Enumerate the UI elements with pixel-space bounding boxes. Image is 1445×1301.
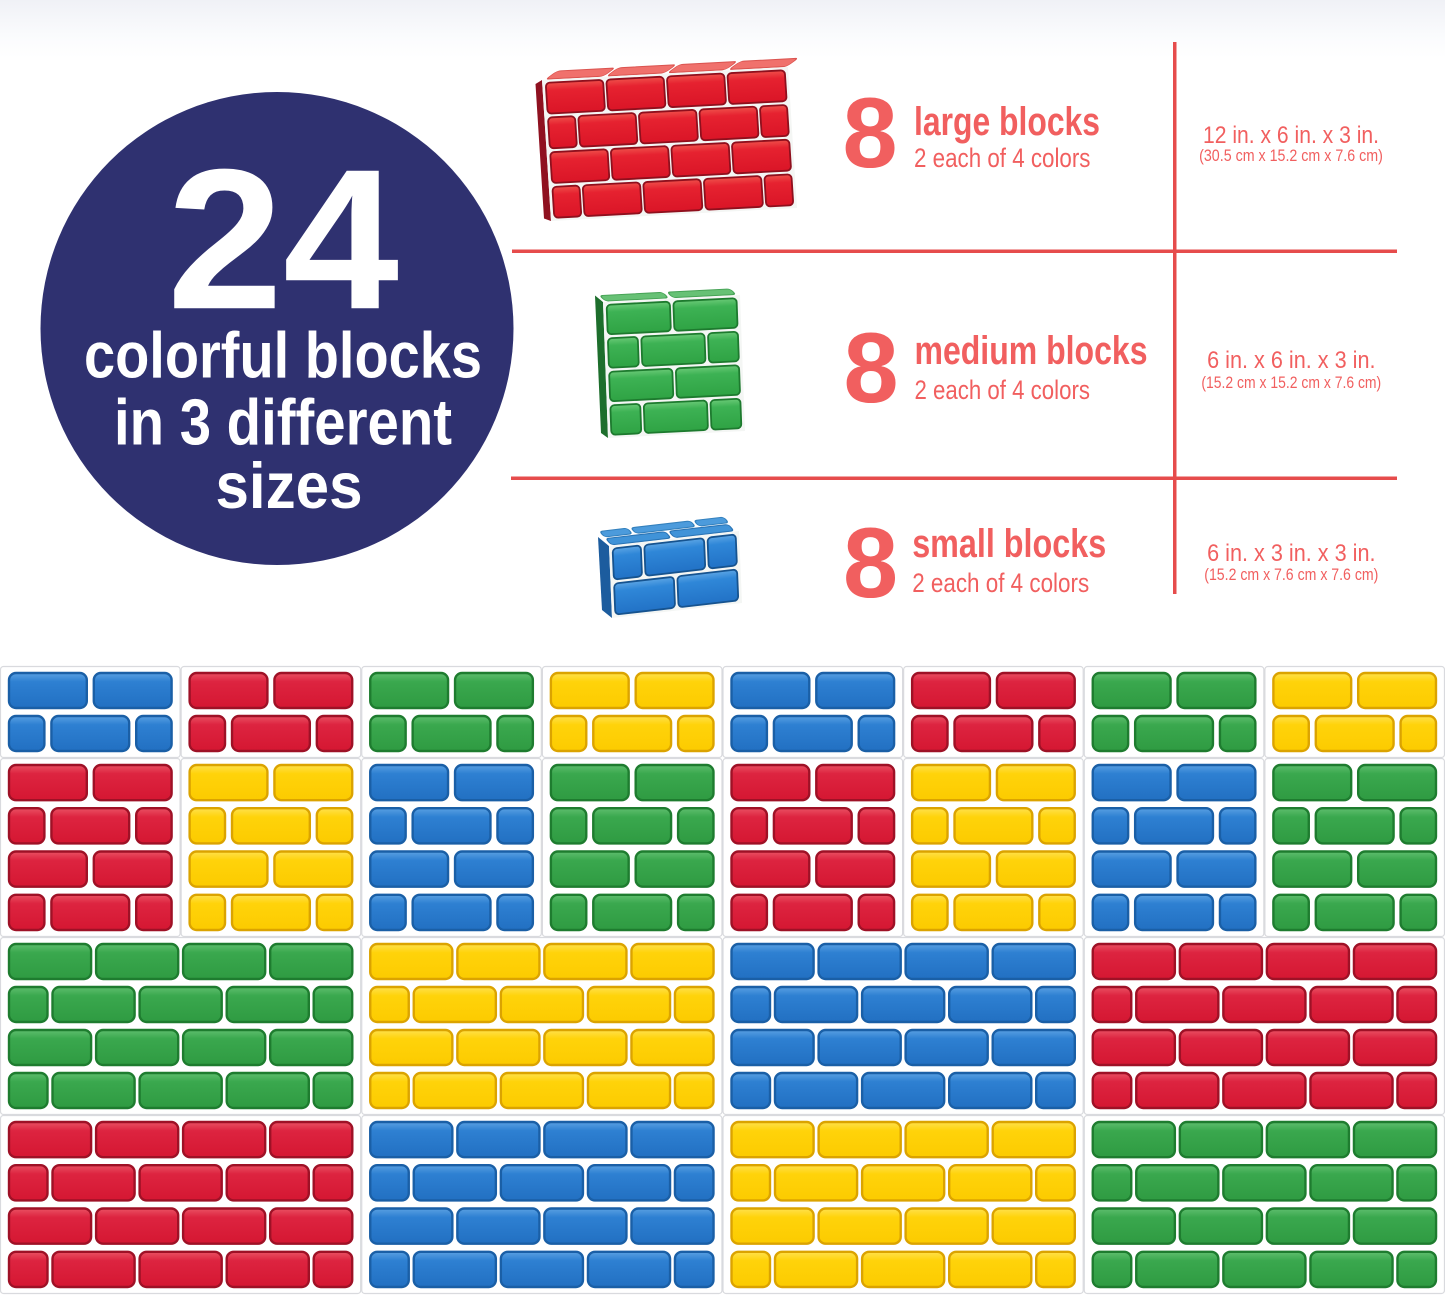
svg-text:small blocks: small blocks [912, 522, 1106, 566]
svg-text:colorful blocks: colorful blocks [84, 319, 482, 392]
svg-text:8: 8 [842, 77, 897, 188]
svg-text:8: 8 [843, 507, 898, 618]
svg-text:2 each of 4 colors: 2 each of 4 colors [914, 143, 1091, 173]
svg-text:2 each of 4 colors: 2 each of 4 colors [912, 568, 1089, 598]
svg-text:6 in. x 6 in. x 3 in.: 6 in. x 6 in. x 3 in. [1207, 347, 1375, 374]
svg-text:2 each of 4 colors: 2 each of 4 colors [915, 375, 1091, 405]
svg-text:medium blocks: medium blocks [915, 329, 1148, 373]
svg-text:(15.2 cm x 15.2 cm x 7.6 cm): (15.2 cm x 15.2 cm x 7.6 cm) [1201, 373, 1381, 392]
svg-text:8: 8 [843, 312, 898, 423]
svg-text:24: 24 [167, 128, 399, 351]
svg-text:in 3 different: in 3 different [114, 386, 452, 459]
svg-text:6 in. x 3 in. x 3 in.: 6 in. x 3 in. x 3 in. [1207, 540, 1375, 567]
svg-text:12 in. x 6 in. x 3 in.: 12 in. x 6 in. x 3 in. [1203, 122, 1379, 149]
svg-text:large blocks: large blocks [914, 100, 1100, 144]
svg-text:(30.5 cm x 15.2 cm x 7.6 cm): (30.5 cm x 15.2 cm x 7.6 cm) [1199, 146, 1383, 165]
svg-text:sizes: sizes [216, 449, 363, 522]
svg-text:(15.2 cm x 7.6 cm x 7.6 cm): (15.2 cm x 7.6 cm x 7.6 cm) [1204, 565, 1378, 584]
